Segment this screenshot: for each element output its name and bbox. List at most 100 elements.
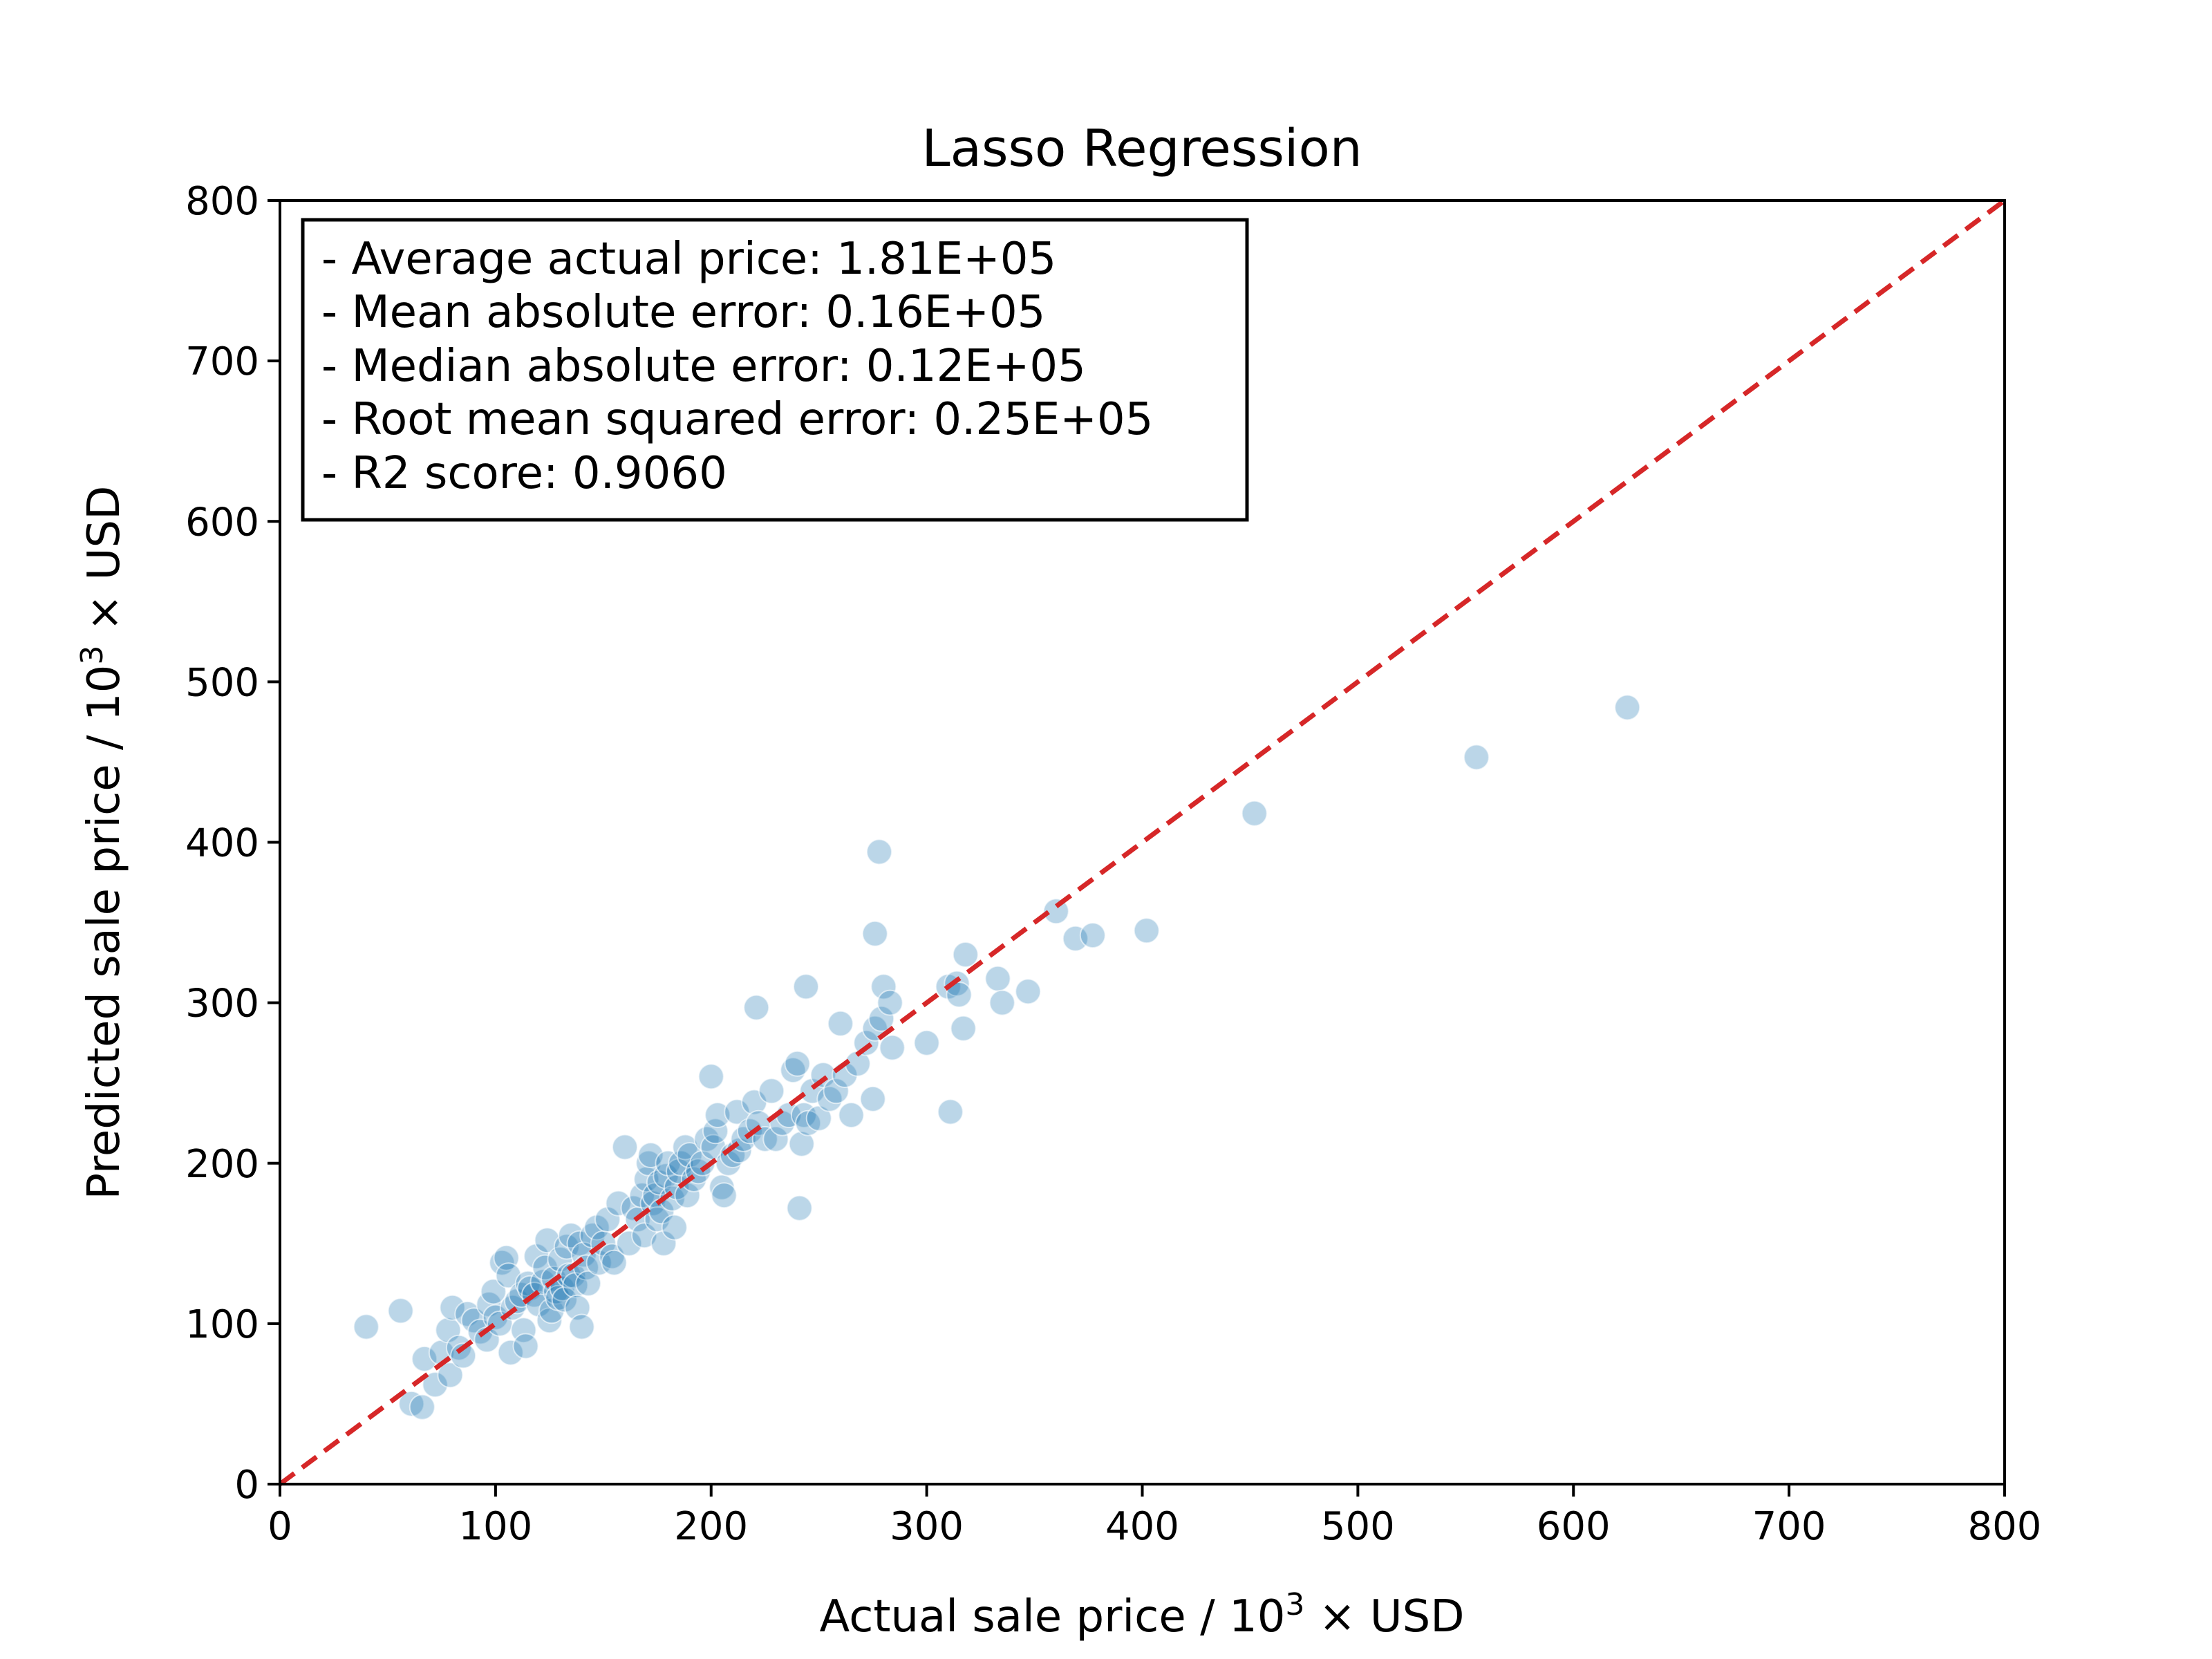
data-point-10	[439, 1294, 466, 1321]
data-point-53	[568, 1313, 595, 1340]
data-point-107	[743, 994, 770, 1021]
data-point-142	[944, 970, 971, 997]
data-point-135	[868, 1005, 895, 1032]
data-point-145	[952, 941, 979, 968]
data-point-76	[644, 1206, 671, 1232]
data-point-108	[745, 1109, 772, 1136]
y-tick-label-500: 500	[185, 660, 259, 705]
y-tick-label-100: 100	[185, 1302, 259, 1347]
x-axis-label: Actual sale price / 103 × USD	[820, 1587, 1465, 1642]
data-point-148	[1015, 978, 1042, 1005]
data-point-2	[387, 1297, 414, 1324]
data-point-131	[859, 1085, 886, 1112]
data-point-83	[661, 1214, 688, 1241]
data-point-132	[861, 920, 888, 947]
y-tick-label-800: 800	[185, 179, 259, 224]
data-point-61	[594, 1206, 621, 1232]
data-point-141	[937, 1098, 964, 1125]
data-point-3	[398, 1390, 425, 1417]
data-point-153	[1241, 800, 1268, 827]
data-point-4	[409, 1394, 435, 1421]
data-point-18	[480, 1278, 507, 1305]
data-point-29	[512, 1333, 539, 1360]
y-axis: 0 100 200 300 400 500 600 700 800	[185, 179, 280, 1508]
data-point-58	[583, 1214, 610, 1241]
x-tick-label-600: 600	[1537, 1504, 1611, 1549]
data-point-66	[616, 1230, 643, 1257]
data-point-94	[697, 1063, 724, 1090]
chart-title: Lasso Regression	[921, 119, 1362, 178]
data-point-126	[827, 1010, 854, 1037]
data-point-59	[585, 1249, 612, 1276]
y-tick-label-600: 600	[185, 500, 259, 545]
y-axis-label-exponent: 3	[75, 646, 110, 665]
x-tick-label-400: 400	[1105, 1504, 1179, 1549]
data-point-64	[605, 1190, 632, 1217]
data-point-150	[1062, 925, 1089, 952]
data-point-146	[984, 965, 1011, 992]
data-point-117	[788, 1130, 815, 1157]
data-point-119	[793, 973, 819, 1000]
data-point-136	[870, 973, 897, 1000]
data-point-21	[489, 1249, 516, 1276]
data-point-137	[877, 989, 903, 1016]
data-point-38	[536, 1307, 563, 1334]
y-axis-label-suffix: × USD	[79, 486, 130, 646]
x-tick-label-100: 100	[458, 1504, 532, 1549]
y-tick-label-300: 300	[185, 982, 259, 1027]
data-point-134	[866, 838, 892, 865]
data-point-115	[784, 1050, 811, 1077]
x-axis: 0 100 200 300 400 500 600 700 800	[268, 1484, 2041, 1549]
data-point-138	[879, 1034, 906, 1061]
data-point-5	[411, 1345, 438, 1372]
data-point-99	[711, 1182, 738, 1209]
x-axis-label-prefix: Actual sale price / 10	[820, 1591, 1286, 1642]
data-point-73	[637, 1142, 664, 1169]
stats-box: - Average actual price: 1.81E+05 - Mean …	[301, 218, 1249, 522]
stats-line-median-absolute-error: - Median absolute error: 0.12E+05	[321, 341, 1086, 392]
data-point-149	[1042, 898, 1069, 925]
y-tick-label-200: 200	[185, 1142, 259, 1187]
stats-box-frame	[301, 218, 1249, 522]
x-tick-label-0: 0	[268, 1504, 292, 1549]
data-point-143	[946, 982, 973, 1008]
data-point-154	[1463, 744, 1490, 771]
data-point-1	[353, 1313, 379, 1340]
data-point-90	[680, 1166, 707, 1192]
data-point-23	[495, 1262, 522, 1289]
x-tick-label-700: 700	[1752, 1504, 1826, 1549]
y-axis-label-prefix: Predicted sale price / 10	[79, 665, 130, 1200]
x-tick-label-200: 200	[674, 1504, 748, 1549]
x-tick-label-300: 300	[890, 1504, 964, 1549]
data-point-110	[758, 1078, 785, 1105]
data-point-109	[751, 1125, 778, 1152]
stats-line-average-price: - Average actual price: 1.81E+05	[321, 234, 1056, 285]
y-tick-label-400: 400	[185, 821, 259, 866]
stats-line-rmse: - Root mean squared error: 0.25E+05	[321, 394, 1153, 445]
data-point-24	[497, 1339, 524, 1366]
data-point-130	[853, 1029, 880, 1056]
data-point-147	[988, 989, 1015, 1016]
data-point-102	[724, 1098, 751, 1125]
x-axis-label-exponent: 3	[1285, 1587, 1304, 1622]
y-tick-label-700: 700	[185, 339, 259, 384]
stats-line-mean-absolute-error: - Mean absolute error: 0.16E+05	[321, 287, 1045, 338]
data-point-65	[612, 1134, 638, 1161]
data-point-128	[838, 1102, 865, 1129]
data-point-6	[422, 1371, 449, 1398]
data-point-11	[445, 1334, 472, 1361]
x-axis-label-suffix: × USD	[1304, 1591, 1464, 1642]
data-point-111	[762, 1125, 789, 1152]
y-tick-label-0: 0	[234, 1463, 259, 1508]
data-point-56	[575, 1270, 601, 1297]
data-point-144	[950, 1015, 977, 1042]
data-point-57	[579, 1222, 606, 1249]
x-tick-label-500: 500	[1321, 1504, 1395, 1549]
x-tick-label-800: 800	[1968, 1504, 2042, 1549]
data-point-116	[786, 1194, 813, 1221]
data-point-152	[1133, 917, 1160, 944]
data-point-125	[823, 1078, 850, 1105]
data-point-51	[564, 1294, 591, 1321]
data-point-151	[1079, 922, 1106, 949]
